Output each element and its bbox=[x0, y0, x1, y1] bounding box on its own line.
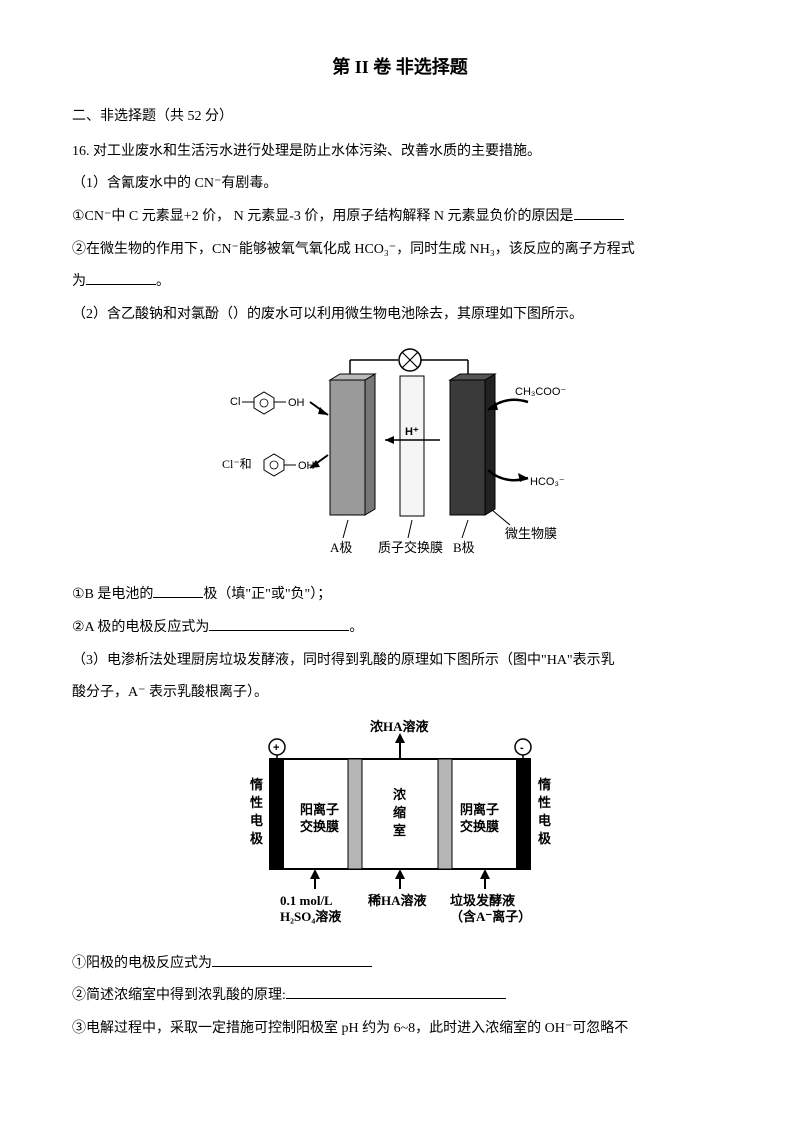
q16-1-1-text: ①CN⁻中 C 元素显+2 价， N 元素显-3 价，用原子结构解释 N 元素显… bbox=[72, 209, 574, 224]
q16-2-2-pre: ②A 极的电极反应式为 bbox=[72, 620, 209, 635]
q16-1-1: ①CN⁻中 C 元素显+2 价， N 元素显-3 价，用原子结构解释 N 元素显… bbox=[72, 204, 728, 231]
q16-stem: 16. 对工业废水和生活污水进行处理是防止水体污染、改善水质的主要措施。 bbox=[72, 139, 728, 166]
q16-3-1: ①阳极的电极反应式为 bbox=[72, 951, 728, 978]
fig2-topout: 浓HA溶液 bbox=[370, 719, 429, 734]
blank-1-2 bbox=[86, 270, 156, 285]
q16-1-2-pre2: 为 bbox=[72, 274, 86, 289]
q16-1-2a: ②在微生物的作用下，CN⁻能够被氧气氧化成 HCO₃⁻，同时生成 NH₃，该反应… bbox=[72, 237, 728, 264]
fig1-oh1: OH bbox=[288, 397, 305, 409]
fig1-ch3coo: CH₃COO⁻ bbox=[515, 386, 566, 398]
q16-3-2-pre: ②简述浓缩室中得到浓乳酸的原理: bbox=[72, 988, 286, 1003]
fig2-re1: 惰 bbox=[538, 777, 551, 792]
fig2-le1: 惰 bbox=[250, 777, 263, 792]
blank-2-2 bbox=[209, 616, 349, 631]
q16-3-1-pre: ①阳极的电极反应式为 bbox=[72, 956, 212, 971]
fig2-cat1: 阳离子 bbox=[300, 802, 339, 817]
figure-1: Cl OH Cl⁻和 OH H⁺ CH₃COO⁻ HCO₃⁻ A极 质子交换膜 bbox=[72, 340, 728, 570]
page-title: 第 II 卷 非选择题 bbox=[72, 50, 728, 84]
q16-2-1-suf: 极（填"正"或"负"）； bbox=[203, 587, 331, 602]
fig2-le3: 电 bbox=[250, 813, 263, 828]
q16-2-1: ①B 是电池的 极（填"正"或"负"）； bbox=[72, 582, 728, 609]
fig1-membrane: 质子交换膜 bbox=[378, 540, 443, 555]
fig2-bm: 稀HA溶液 bbox=[368, 893, 427, 908]
fig2-re3: 电 bbox=[538, 813, 551, 828]
fig2-br2: （含A⁻离子） bbox=[450, 909, 531, 924]
fig1-blabel: B极 bbox=[453, 540, 475, 555]
q16-3-3: ③电解过程中，采取一定措施可控制阳极室 pH 约为 6~8，此时进入浓缩室的 O… bbox=[72, 1016, 728, 1043]
blank-2-1 bbox=[153, 583, 203, 598]
q16-1-2b: 为。 bbox=[72, 269, 728, 296]
fig2-bl2: H₂SO₄溶液 bbox=[280, 909, 341, 924]
fig2-le2: 性 bbox=[250, 795, 263, 810]
figure-2: + - 浓HA溶液 惰 性 电 极 惰 性 电 极 阳离子 交换膜 浓 缩 室 … bbox=[72, 719, 728, 939]
section-header: 二、非选择题（共 52 分） bbox=[72, 104, 728, 131]
fig1-hco3: HCO₃⁻ bbox=[530, 476, 565, 488]
q16-2-2: ②A 极的电极反应式为 。 bbox=[72, 615, 728, 642]
fig2-re4: 极 bbox=[538, 831, 552, 846]
fig2-minus: - bbox=[520, 742, 524, 754]
fig2-le4: 极 bbox=[250, 831, 264, 846]
q16-1: （1）含氰废水中的 CN⁻有剧毒。 bbox=[72, 171, 728, 198]
fig2-bl1: 0.1 mol/L bbox=[280, 893, 333, 908]
q16-3a: （3）电渗析法处理厨房垃圾发酵液，同时得到乳酸的原理如下图所示（图中"HA"表示… bbox=[72, 648, 728, 675]
fig1-clminus: Cl⁻和 bbox=[222, 457, 252, 471]
fig2-br1: 垃圾发酵液 bbox=[450, 893, 515, 908]
q16-2-1-pre: ①B 是电池的 bbox=[72, 587, 153, 602]
blank-3-2 bbox=[286, 984, 506, 999]
fig2-re2: 性 bbox=[538, 795, 551, 810]
fig2-c2: 缩 bbox=[393, 805, 406, 820]
fig1-alabel: A极 bbox=[330, 540, 352, 555]
q16-2: （2）含乙酸钠和对氯酚（）的废水可以利用微生物电池除去，其原理如下图所示。 bbox=[72, 302, 728, 329]
fig2-an1: 阴离子 bbox=[460, 802, 499, 817]
fig2-c3: 室 bbox=[393, 823, 406, 838]
q16-2-2-suf: 。 bbox=[349, 620, 363, 635]
blank-1-1 bbox=[574, 205, 624, 220]
fig2-plus: + bbox=[273, 742, 279, 754]
fig1-bio: 微生物膜 bbox=[505, 526, 557, 541]
fig2-cat2: 交换膜 bbox=[300, 819, 339, 834]
fig1-cl: Cl bbox=[230, 396, 240, 408]
blank-3-1 bbox=[212, 952, 372, 967]
q16-1-2-suf: 。 bbox=[156, 274, 170, 289]
fig1-hplus: H⁺ bbox=[405, 426, 419, 438]
q16-3-2: ②简述浓缩室中得到浓乳酸的原理: bbox=[72, 983, 728, 1010]
q16-3b: 酸分子，A⁻ 表示乳酸根离子）。 bbox=[72, 680, 728, 707]
fig2-c1: 浓 bbox=[393, 787, 407, 802]
fig2-an2: 交换膜 bbox=[460, 819, 499, 834]
